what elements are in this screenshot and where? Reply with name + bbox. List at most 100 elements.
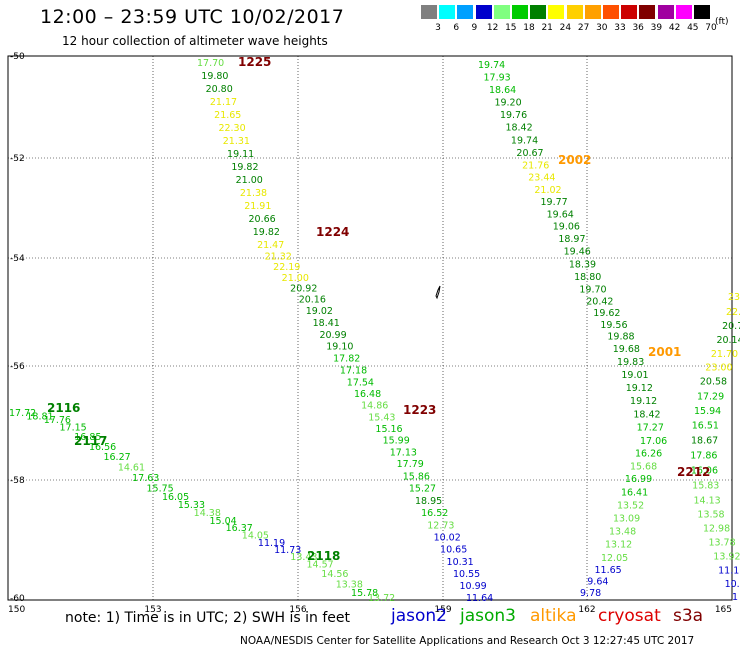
pass-id-label: 2001 xyxy=(648,345,681,359)
wave-height-value: 14.38 xyxy=(194,508,221,519)
wave-height-value: 10. xyxy=(725,579,740,590)
wave-height-value: 20.67 xyxy=(516,148,543,159)
wave-height-value: 13.92 xyxy=(713,551,740,562)
wave-height-value: 19.12 xyxy=(630,396,657,407)
wave-height-value: 11.1 xyxy=(718,566,739,577)
wave-height-value: 18.67 xyxy=(691,436,718,447)
wave-height-value: 17.18 xyxy=(340,365,367,376)
wave-height-value: 20.80 xyxy=(206,84,233,95)
wave-height-value: 21.02 xyxy=(534,185,561,196)
pass-id-label: 2117 xyxy=(74,434,107,448)
wave-height-value: 13.72 xyxy=(368,593,395,604)
wave-height-value: 20.7 xyxy=(722,321,740,332)
wave-height-value: 20.99 xyxy=(319,330,346,341)
island-icon xyxy=(435,285,441,300)
wave-height-value: 16.99 xyxy=(625,474,652,485)
wave-height-value: 15.16 xyxy=(375,424,402,435)
wave-height-value: 16.51 xyxy=(692,421,719,432)
wave-height-value: 10.02 xyxy=(434,533,461,544)
legend-swatch xyxy=(493,5,510,19)
wave-height-value: 19.12 xyxy=(626,383,653,394)
pass-id-label: 1225 xyxy=(238,55,271,69)
wave-height-value: 13.48 xyxy=(609,527,636,538)
pass-id-label: 1223 xyxy=(403,403,436,417)
lon-tick-label: 159 xyxy=(434,605,451,615)
wave-height-value: 21.76 xyxy=(522,160,549,171)
wave-height-value: 20.16 xyxy=(299,294,326,305)
wave-height-value: 10.99 xyxy=(460,581,487,592)
wave-height-value: 23.44 xyxy=(528,173,555,184)
legend-swatch xyxy=(530,5,547,19)
wave-height-value: 16.37 xyxy=(226,523,253,534)
legend-label: 6 xyxy=(453,23,460,33)
wave-height-value: 15.43 xyxy=(368,412,395,423)
wave-height-value: 19.56 xyxy=(600,320,627,331)
legend-swatch xyxy=(548,5,565,19)
legend-swatch xyxy=(621,5,638,19)
wave-height-value: 18.42 xyxy=(505,123,532,134)
wave-height-value: 19.74 xyxy=(478,60,505,71)
wave-height-value: 17.29 xyxy=(697,391,724,402)
legend-label: 21 xyxy=(541,23,553,33)
wave-height-value: 10.65 xyxy=(440,545,467,556)
lat-tick-label: -58 xyxy=(10,476,25,486)
wave-height-value: 17.76 xyxy=(44,415,71,426)
wave-height-value: 19.06 xyxy=(553,222,580,233)
wave-height-value: 13.38 xyxy=(336,579,363,590)
wave-height-value: 21.65 xyxy=(214,110,241,121)
wave-height-value: 16.41 xyxy=(621,487,648,498)
wave-height-value: 23 xyxy=(728,292,740,303)
legend-swatch xyxy=(475,5,492,19)
wave-height-value: 16.05 xyxy=(162,492,189,503)
wave-height-value: 21.31 xyxy=(223,136,250,147)
wave-height-value: 14.13 xyxy=(693,495,720,506)
wave-height-value: 17.15 xyxy=(59,422,86,433)
wave-height-value: 15.86 xyxy=(403,471,430,482)
wave-height-value: 20.42 xyxy=(586,296,613,307)
wave-height-value: 19.64 xyxy=(547,209,574,220)
satellite-label-altika: altika xyxy=(530,606,577,626)
wave-height-value: 16.06 xyxy=(691,465,718,476)
lat-tick-label: -56 xyxy=(10,362,25,372)
wave-height-value: 12.98 xyxy=(703,523,730,534)
lon-tick-label: 150 xyxy=(8,605,25,615)
wave-height-value: 17.86 xyxy=(690,451,717,462)
footer-note: note: 1) Time is in UTC; 2) SWH is in fe… xyxy=(65,610,351,626)
wave-height-value: 21.00 xyxy=(282,273,309,284)
legend-label: 12 xyxy=(486,23,499,33)
wave-height-value: 18.64 xyxy=(489,85,516,96)
wave-height-value: 18.97 xyxy=(558,234,585,245)
legend-label: 39 xyxy=(650,23,663,33)
legend-label: 27 xyxy=(577,23,590,33)
wave-height-value: 19.11 xyxy=(227,149,254,160)
wave-height-value: 23.00 xyxy=(705,363,732,374)
wave-height-value: 15.27 xyxy=(409,484,436,495)
wave-height-value: 15.78 xyxy=(351,588,378,599)
wave-height-value: 13.78 xyxy=(708,537,735,548)
legend-unit: (ft) xyxy=(715,17,729,27)
legend-label: 70 xyxy=(705,23,717,33)
wave-height-value: 13.58 xyxy=(697,510,724,521)
wave-height-value: 13.43 xyxy=(290,552,317,563)
wave-height-value: 20.14 xyxy=(716,335,740,346)
legend-swatch xyxy=(675,5,692,19)
wave-height-value: 9.64 xyxy=(587,576,608,587)
wave-height-value: 17.70 xyxy=(197,58,224,69)
wave-height-value: 19.10 xyxy=(326,342,353,353)
wave-height-value: 16.48 xyxy=(354,389,381,400)
legend-swatch xyxy=(512,5,528,19)
wave-height-value: 19.68 xyxy=(613,344,640,355)
wave-height-value: 21.47 xyxy=(257,240,284,251)
wave-height-value: 18.95 xyxy=(415,496,442,507)
wave-height-value: 22.19 xyxy=(273,262,300,273)
wave-height-value: 11.65 xyxy=(595,565,622,576)
wave-height-value: 17.79 xyxy=(397,459,424,470)
wave-height-value: 19.80 xyxy=(201,71,228,82)
legend-swatch xyxy=(657,5,674,19)
legend-swatch xyxy=(457,5,474,19)
wave-height-value: 16.27 xyxy=(103,452,130,463)
wave-height-value: 1 xyxy=(732,592,738,603)
wave-height-value: 10.31 xyxy=(447,557,474,568)
lat-tick-label: -52 xyxy=(10,154,25,164)
